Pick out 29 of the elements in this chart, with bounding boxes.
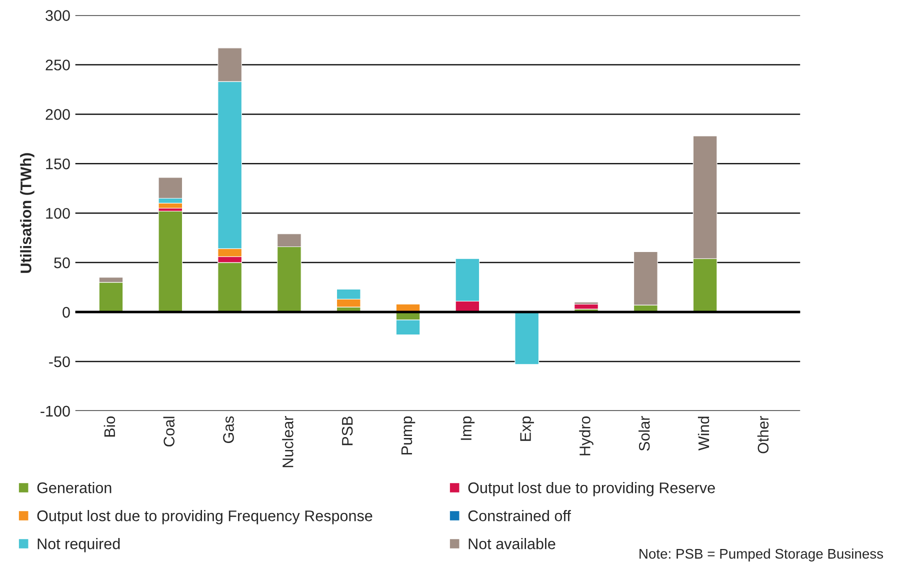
y-tick-label: -50 [49,356,70,368]
x-tick-label: Bio [104,416,116,437]
text: Note: PSB = Pumped Storage Business [640,548,884,562]
y-tick-label: 250 [46,60,70,70]
y-tick-label: 300 [46,10,70,21]
y-tick-label: -100 [40,406,70,417]
y-tick-label: 200 [46,109,70,120]
x-tick-label: Exp [520,416,534,441]
legend-label: Output lost due to providing Frequency Response [37,510,372,524]
x-tick-label: Nuclear [282,416,294,468]
x-tick-label: Wind [698,416,710,451]
y-axis-title: Utilisation (TWh) [20,153,34,273]
legend-label: Not available [468,538,556,550]
legend-label: Output lost due to providing Reserve [468,482,715,496]
y-tick-label: 150 [46,158,70,170]
x-tick-label: Coal [163,416,174,446]
y-tick-label: 0 [62,306,70,318]
x-tick-label: Solar [638,416,650,451]
legend-label: Generation [37,482,112,494]
y-tick-label: 100 [46,208,70,219]
y-tick-label: 50 [54,257,70,268]
legend-label: Not required [38,538,120,552]
x-tick-label: Hydro [579,416,594,456]
x-tick-label: Pump [401,416,416,454]
legend-label: Constrained off [468,510,571,522]
x-tick-label: Other [757,416,769,454]
x-tick-label: PSB [342,416,353,446]
x-tick-label: Gas [223,416,234,444]
x-tick-label: Imp [460,416,475,440]
